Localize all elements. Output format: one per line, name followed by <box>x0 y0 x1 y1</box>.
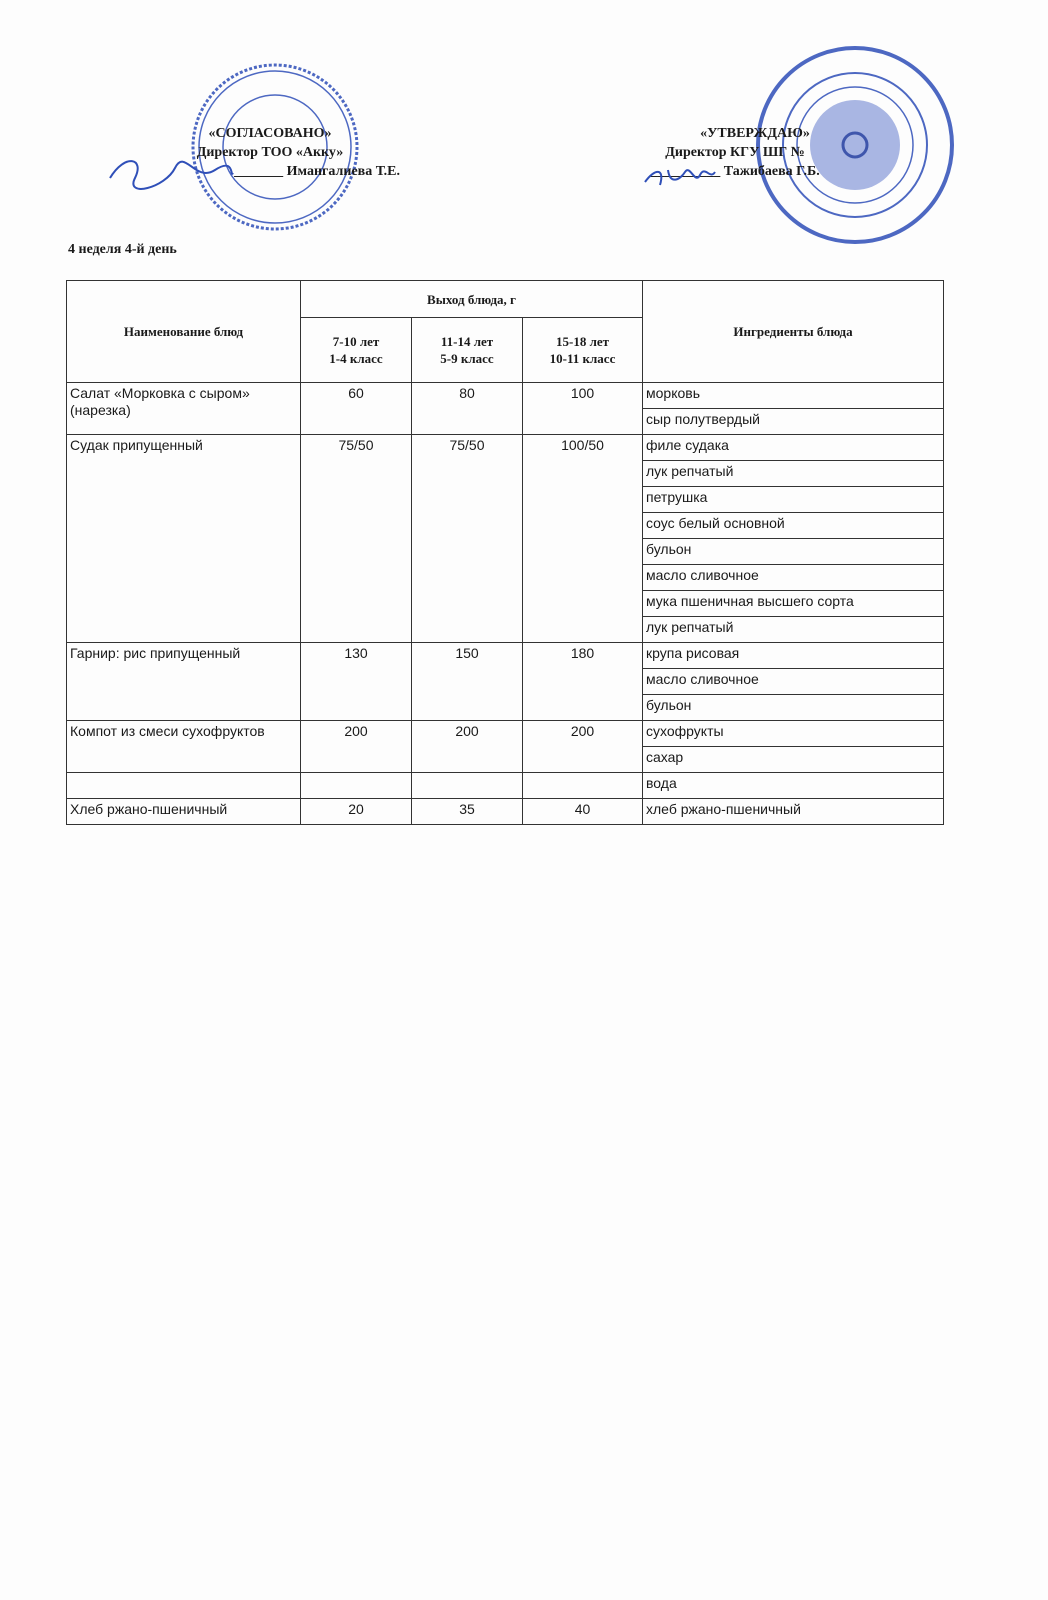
dish-yield: 200 <box>300 720 412 773</box>
dish-name: Салат «Морковка с сыром» (нарезка) <box>66 382 301 435</box>
ingredient: сахар <box>642 746 945 773</box>
left-approval-title: «СОГЛАСОВАНО» <box>208 126 332 141</box>
table-body: Салат «Морковка с сыром» (нарезка) 60 80 10… <box>66 382 945 825</box>
ingredient: филе судака <box>642 434 945 461</box>
ingredient: соус белый основной <box>642 512 945 539</box>
grade-label: 10-11 класс <box>549 351 616 366</box>
dish-yield: 200 <box>411 720 523 773</box>
ingredient: хлеб ржано-пшеничный <box>642 798 945 825</box>
ingredient: морковь <box>642 382 945 409</box>
table-row: вода <box>66 772 945 799</box>
right-approval: «УТВЕРЖДАЮ» Директор КГУ ШГ № __________… <box>620 124 850 181</box>
table-row: бульон <box>67 538 945 565</box>
right-approval-name: Тажибаева Г.Б. <box>723 164 820 179</box>
dish-yield: 200 <box>521 720 644 773</box>
right-approval-position: Директор КГУ ШГ № <box>665 145 805 160</box>
day-label: 4 неделя 4-й день <box>68 242 177 257</box>
left-approval-name: Имангалиева Т.Е. <box>286 164 400 179</box>
left-approval-signature-line: _______ Имангалиева Т.Е. <box>234 164 400 179</box>
dish-yield <box>521 772 644 799</box>
dish-name: Судак припущенный <box>66 434 301 643</box>
table-row: Салат «Морковка с сыром» (нарезка) 60 80 10… <box>66 382 945 435</box>
table-row: лук репчатый <box>67 616 945 643</box>
dish-yield <box>411 772 523 799</box>
ingredient: сухофрукты <box>642 720 945 747</box>
age-label: 7-10 лет <box>332 334 380 349</box>
ingredient: бульон <box>642 694 945 721</box>
header-dish-name: Наименование блюд <box>66 280 301 383</box>
dish-yield: 60 <box>300 382 412 435</box>
dish-name: Компот из смеси сухофруктов <box>66 720 301 773</box>
ingredient: сыр полутвердый <box>642 408 945 435</box>
ingredient: масло сливочное <box>642 564 945 591</box>
dish-yield: 100/50 <box>521 434 644 643</box>
right-approval-signature-line: __________ Тажибаева Г.Б. <box>650 164 820 179</box>
header-ingredients: Ингредиенты блюда <box>642 280 945 383</box>
ingredient: бульон <box>642 538 945 565</box>
header-age-3: 15-18 лет 10-11 класс <box>521 317 644 383</box>
grade-label: 1-4 класс <box>329 351 383 366</box>
table-row: Компот из смеси сухофруктов 200 200 200 сухо… <box>66 720 945 773</box>
ingredient: лук репчатый <box>642 616 945 643</box>
ingredient: лук репчатый <box>642 460 945 487</box>
dish-name: Гарнир: рис припущенный <box>66 642 301 721</box>
dish-yield: 130 <box>300 642 412 721</box>
dish-yield: 35 <box>411 798 523 825</box>
ingredient: мука пшеничная высшего сорта <box>642 590 945 617</box>
dish-yield: 100 <box>521 382 644 435</box>
left-approval: «СОГЛАСОВАНО» Директор ТОО «Акку» ______… <box>140 124 400 181</box>
dish-name: Хлеб ржано-пшеничный <box>66 798 301 825</box>
table-row: Хлеб ржано-пшеничный 20 35 40 хлеб ржано-пше… <box>66 798 945 825</box>
header-yield: Выход блюда, г <box>299 280 644 318</box>
dish-yield: 75/50 <box>300 434 412 643</box>
header-age-2: 11-14 лет 5-9 класс <box>411 317 523 383</box>
grade-label: 5-9 класс <box>440 351 494 366</box>
table-row: Судак припущенный 75/50 75/50 100/50 филе су… <box>66 434 945 643</box>
left-approval-position: Директор ТОО «Акку» <box>196 145 344 160</box>
dish-yield: 180 <box>521 642 644 721</box>
ingredient: вода <box>642 772 945 799</box>
table-row: лук репчатый <box>67 460 945 487</box>
ingredient: масло сливочное <box>642 668 945 695</box>
header-age-1: 7-10 лет 1-4 класс <box>300 317 412 383</box>
dish-yield: 150 <box>411 642 523 721</box>
dish-name <box>66 772 301 799</box>
dish-yield: 75/50 <box>411 434 523 643</box>
dish-yield: 40 <box>521 798 644 825</box>
age-label: 15-18 лет <box>555 334 610 349</box>
table-row: сыр полутвердый <box>67 408 945 435</box>
dish-yield: 80 <box>411 382 523 435</box>
table-row: масло сливочное <box>67 564 945 591</box>
dish-yield <box>300 772 412 799</box>
dish-yield: 20 <box>300 798 412 825</box>
table-row: масло сливочное <box>67 668 945 695</box>
ingredient: крупа рисовая <box>642 642 945 669</box>
age-label: 11-14 лет <box>440 334 494 349</box>
table-row: бульон <box>67 694 945 721</box>
table-row: Гарнир: рис припущенный 130 150 180 крупа ри… <box>66 642 945 721</box>
menu-table: Наименование блюд Выход блюда, г Ингреди… <box>66 280 945 825</box>
ingredient: петрушка <box>642 486 945 513</box>
right-approval-title: «УТВЕРЖДАЮ» <box>700 126 810 141</box>
